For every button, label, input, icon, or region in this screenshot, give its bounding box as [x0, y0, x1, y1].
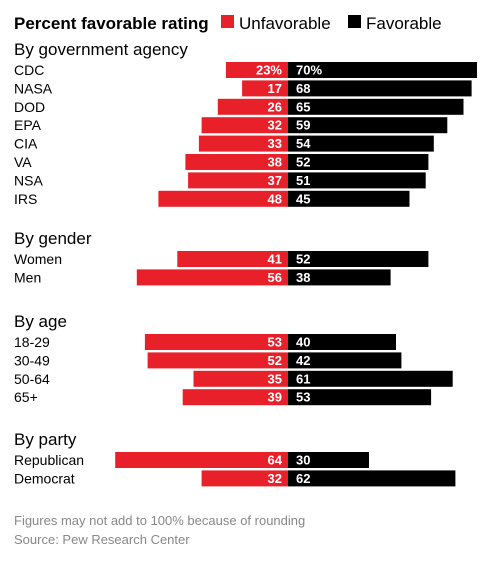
value-unfavorable-women: 41	[268, 252, 282, 267]
legend-unfavorable-swatch	[221, 15, 234, 28]
bar-favorable-30-49	[288, 352, 402, 369]
bar-unfavorable-18-29	[144, 334, 288, 350]
value-favorable-men: 38	[296, 270, 310, 285]
chart-rows: By government agency CDC 23% 70% NASA 17 68 DOD…	[14, 40, 477, 487]
bar-favorable-men	[288, 269, 391, 286]
row-label-cia: CIA	[14, 136, 38, 152]
bar-unfavorable-30-49	[147, 352, 288, 369]
value-favorable-cia: 54	[296, 136, 311, 151]
section-title-by-gender: By gender	[14, 229, 92, 248]
rounding-note: Figures may not add to 100% because of r…	[14, 513, 305, 528]
bar-favorable-women	[288, 251, 429, 267]
bar-unfavorable-women	[177, 251, 288, 267]
row-label-irs: IRS	[14, 191, 37, 207]
value-unfavorable-50-64: 35	[268, 371, 282, 386]
value-favorable-nsa: 51	[296, 173, 310, 188]
chart-title: Percent favorable rating	[14, 14, 209, 33]
value-unfavorable-republican: 64	[268, 453, 283, 468]
row-label-nsa: NSA	[14, 172, 43, 188]
value-unfavorable-18-29: 53	[268, 335, 282, 350]
row-label-nasa: NASA	[14, 80, 53, 96]
source-note: Source: Pew Research Center	[14, 532, 190, 547]
section-title-by-party: By party	[14, 430, 77, 449]
bar-unfavorable-epa	[201, 117, 288, 134]
value-favorable-dod: 65	[296, 99, 310, 114]
value-favorable-50-64: 61	[296, 371, 310, 386]
row-label-50-64: 50-64	[14, 371, 50, 387]
section-title-by-age: By age	[14, 312, 67, 331]
value-unfavorable-30-49: 52	[268, 353, 282, 368]
row-label-republican: Republican	[14, 452, 84, 468]
value-unfavorable-nsa: 37	[268, 173, 282, 188]
bar-favorable-cia	[288, 135, 434, 152]
row-label-men: Men	[14, 269, 41, 285]
value-favorable-democrat: 62	[296, 471, 310, 486]
row-label-epa: EPA	[14, 117, 42, 133]
value-unfavorable-epa: 32	[268, 118, 282, 133]
bar-unfavorable-cdc	[225, 62, 288, 78]
bar-favorable-65	[288, 389, 432, 406]
bar-favorable-50-64	[288, 370, 453, 387]
bar-favorable-nsa	[288, 172, 426, 189]
value-unfavorable-men: 56	[268, 270, 282, 285]
bar-favorable-epa	[288, 117, 448, 134]
legend-favorable-swatch	[348, 15, 361, 28]
row-label-dod: DOD	[14, 99, 45, 115]
value-favorable-women: 52	[296, 252, 310, 267]
row-label-18-29: 18-29	[14, 334, 50, 350]
legend-favorable-label: Favorable	[366, 14, 442, 33]
bar-unfavorable-cia	[198, 135, 288, 152]
bar-favorable-democrat	[288, 470, 456, 487]
value-unfavorable-va: 38	[268, 155, 282, 170]
bar-favorable-18-29	[288, 334, 396, 350]
bar-favorable-irs	[288, 190, 410, 207]
bar-favorable-dod	[288, 98, 464, 115]
value-unfavorable-dod: 26	[268, 99, 282, 114]
bar-unfavorable-democrat	[201, 470, 288, 487]
value-favorable-nasa: 68	[296, 81, 310, 96]
bar-unfavorable-50-64	[193, 370, 288, 387]
bar-unfavorable-irs	[158, 190, 288, 207]
value-favorable-cdc: 70%	[296, 63, 322, 78]
bar-favorable-nasa	[288, 80, 472, 97]
row-label-democrat: Democrat	[14, 470, 75, 486]
value-favorable-irs: 45	[296, 191, 310, 206]
bar-favorable-va	[288, 154, 429, 170]
bar-favorable-cdc	[288, 62, 477, 78]
row-label-cdc: CDC	[14, 62, 44, 78]
section-title-by-government-agency: By government agency	[14, 40, 188, 59]
bar-unfavorable-65	[182, 389, 288, 406]
value-favorable-18-29: 40	[296, 335, 310, 350]
value-unfavorable-irs: 48	[268, 191, 282, 206]
row-label-30-49: 30-49	[14, 352, 50, 368]
row-label-women: Women	[14, 251, 62, 267]
bar-unfavorable-va	[185, 154, 288, 170]
value-favorable-epa: 59	[296, 118, 310, 133]
value-unfavorable-65: 39	[268, 390, 282, 405]
bar-unfavorable-dod	[217, 98, 288, 115]
row-label-va: VA	[14, 154, 32, 170]
bar-favorable-republican	[288, 452, 369, 468]
legend-unfavorable-label: Unfavorable	[239, 14, 331, 33]
value-favorable-va: 52	[296, 155, 310, 170]
value-unfavorable-democrat: 32	[268, 471, 282, 486]
value-unfavorable-cdc: 23%	[256, 63, 282, 78]
bar-unfavorable-nasa	[242, 80, 288, 97]
value-unfavorable-nasa: 17	[268, 81, 282, 96]
value-favorable-65: 53	[296, 390, 310, 405]
value-unfavorable-cia: 33	[268, 136, 282, 151]
bar-unfavorable-republican	[115, 452, 288, 468]
value-favorable-republican: 30	[296, 453, 310, 468]
bar-unfavorable-men	[136, 269, 288, 286]
value-favorable-30-49: 42	[296, 353, 310, 368]
row-label-65: 65+	[14, 389, 38, 405]
bar-unfavorable-nsa	[188, 172, 288, 189]
